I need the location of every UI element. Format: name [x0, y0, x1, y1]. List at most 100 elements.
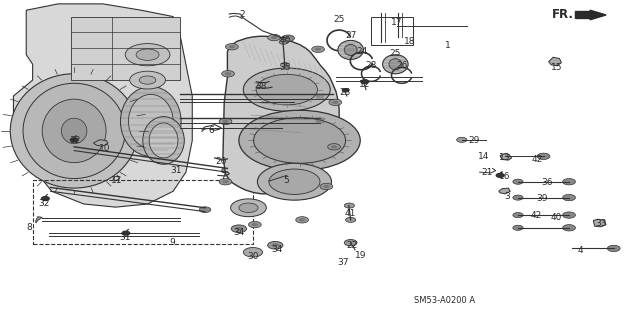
- Text: 40: 40: [550, 213, 562, 222]
- Bar: [371, 17, 413, 45]
- Circle shape: [328, 144, 340, 150]
- Circle shape: [342, 89, 349, 92]
- Text: 30: 30: [247, 252, 259, 261]
- Text: 2: 2: [239, 11, 245, 19]
- Circle shape: [563, 179, 575, 185]
- Circle shape: [329, 99, 342, 106]
- Ellipse shape: [10, 74, 138, 188]
- Ellipse shape: [383, 55, 408, 74]
- Circle shape: [457, 137, 467, 142]
- Text: FR.: FR.: [552, 9, 573, 21]
- Text: 19: 19: [355, 251, 366, 260]
- Circle shape: [219, 179, 232, 185]
- Circle shape: [280, 63, 289, 67]
- Text: 18: 18: [404, 38, 415, 47]
- Circle shape: [253, 118, 346, 163]
- Polygon shape: [548, 57, 561, 66]
- Text: 31: 31: [171, 166, 182, 175]
- Text: 4: 4: [578, 246, 584, 255]
- Circle shape: [271, 36, 277, 39]
- Circle shape: [140, 76, 156, 84]
- Text: 23: 23: [340, 88, 351, 97]
- Text: 25: 25: [390, 48, 401, 58]
- Text: 22: 22: [346, 241, 358, 250]
- Circle shape: [344, 203, 355, 208]
- Text: 7: 7: [220, 173, 226, 182]
- Text: 27: 27: [345, 31, 356, 40]
- Circle shape: [320, 183, 333, 190]
- Text: 25: 25: [333, 15, 345, 24]
- Text: 38: 38: [255, 82, 267, 91]
- Circle shape: [513, 195, 523, 200]
- Circle shape: [228, 45, 235, 48]
- Text: 17: 17: [391, 19, 403, 27]
- Text: 20: 20: [215, 157, 227, 166]
- Text: 31: 31: [120, 233, 131, 242]
- Circle shape: [323, 185, 330, 188]
- Circle shape: [312, 46, 324, 52]
- Text: 8: 8: [26, 223, 32, 232]
- Circle shape: [243, 248, 262, 257]
- Ellipse shape: [61, 118, 87, 144]
- Circle shape: [563, 225, 575, 231]
- Circle shape: [230, 199, 266, 217]
- Polygon shape: [593, 219, 606, 227]
- Text: 41: 41: [345, 209, 356, 218]
- Ellipse shape: [344, 44, 357, 56]
- Text: 3: 3: [504, 191, 510, 201]
- Text: 9: 9: [169, 238, 175, 247]
- Circle shape: [130, 71, 166, 89]
- Ellipse shape: [143, 117, 184, 164]
- Text: 21: 21: [482, 168, 493, 177]
- Circle shape: [225, 72, 231, 75]
- Text: 1: 1: [445, 41, 451, 50]
- Ellipse shape: [149, 123, 178, 158]
- Circle shape: [219, 118, 232, 124]
- Text: 35: 35: [279, 63, 291, 72]
- Circle shape: [222, 120, 228, 123]
- Ellipse shape: [129, 94, 173, 148]
- Ellipse shape: [23, 83, 125, 179]
- Circle shape: [332, 101, 339, 104]
- Text: 28: 28: [365, 61, 377, 70]
- Text: 36: 36: [541, 178, 552, 187]
- Circle shape: [248, 221, 261, 228]
- Circle shape: [279, 40, 288, 44]
- Circle shape: [222, 180, 228, 183]
- Circle shape: [239, 110, 360, 171]
- Text: 33: 33: [595, 219, 607, 228]
- Circle shape: [496, 174, 504, 177]
- Ellipse shape: [316, 118, 324, 123]
- Circle shape: [268, 241, 283, 249]
- Ellipse shape: [338, 41, 364, 59]
- Circle shape: [513, 212, 523, 218]
- Ellipse shape: [120, 86, 181, 156]
- Circle shape: [199, 207, 211, 212]
- Text: 37: 37: [337, 258, 349, 267]
- Circle shape: [299, 218, 305, 221]
- Text: 14: 14: [479, 152, 490, 161]
- Text: 39: 39: [536, 194, 548, 203]
- Circle shape: [122, 231, 130, 235]
- Circle shape: [607, 245, 620, 252]
- Circle shape: [271, 243, 279, 247]
- Circle shape: [563, 195, 575, 201]
- Text: 32: 32: [69, 136, 81, 145]
- Ellipse shape: [42, 99, 106, 163]
- Circle shape: [513, 179, 523, 184]
- Text: 32: 32: [38, 199, 49, 208]
- Circle shape: [268, 34, 280, 41]
- Circle shape: [221, 70, 234, 77]
- Text: 29: 29: [469, 136, 480, 145]
- Circle shape: [331, 145, 337, 148]
- Text: 24: 24: [356, 47, 367, 56]
- Polygon shape: [499, 188, 510, 194]
- Circle shape: [235, 227, 243, 231]
- Text: 16: 16: [499, 172, 511, 181]
- Bar: [33, 180, 253, 244]
- Polygon shape: [223, 36, 339, 194]
- Ellipse shape: [316, 94, 324, 100]
- Text: 26: 26: [396, 61, 408, 70]
- Text: 42: 42: [531, 155, 543, 164]
- Text: 10: 10: [99, 144, 111, 153]
